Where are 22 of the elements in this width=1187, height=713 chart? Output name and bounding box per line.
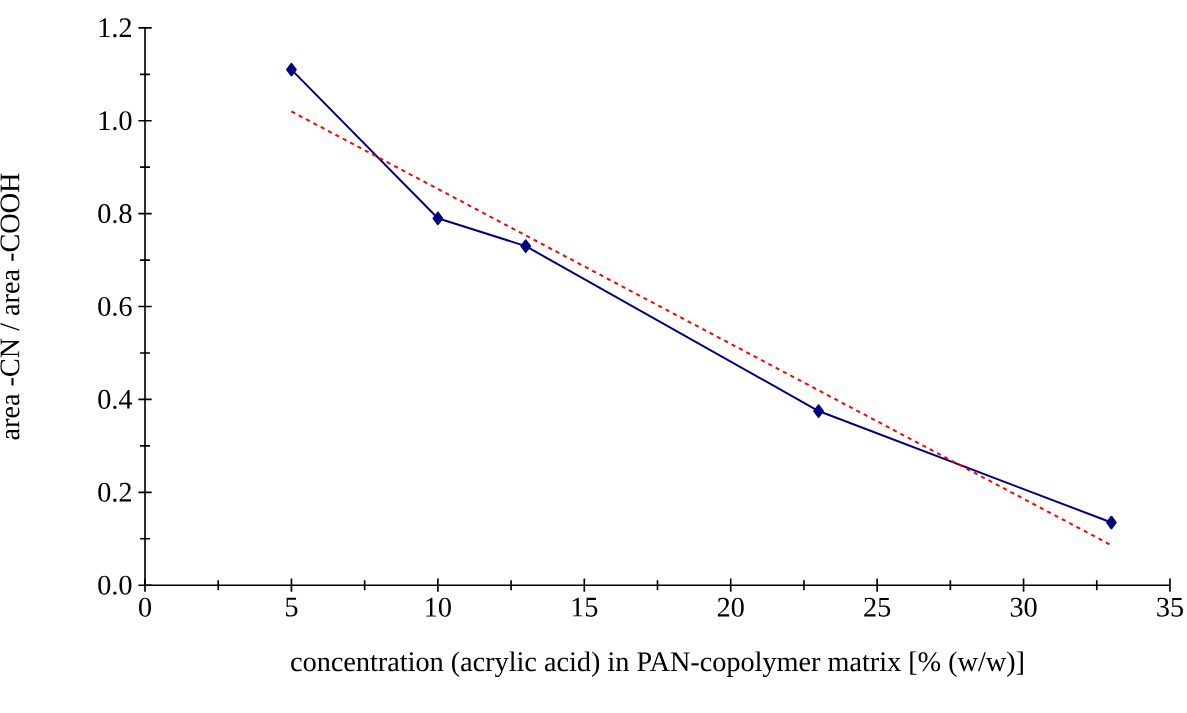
y-tick-label: 1.0: [99, 111, 132, 131]
y-tick-label: 0.8: [98, 203, 132, 224]
x-tick-label: 15: [572, 597, 598, 617]
x-tick-label: 5: [286, 597, 298, 617]
x-tick-label: 35: [1157, 597, 1184, 617]
y-axis-title: area -CN / area -COOH: [0, 173, 20, 440]
point: [432, 211, 444, 225]
y-tick-label: 0.6: [98, 296, 132, 316]
y-tick-label: 0.4: [98, 389, 133, 409]
x-tick-label: 30: [1010, 597, 1037, 617]
y-tick-label: 0.2: [98, 482, 131, 502]
x-tick-label: 20: [717, 597, 744, 617]
point: [520, 239, 532, 253]
x-tick-label: 25: [864, 597, 891, 617]
point: [1106, 515, 1117, 530]
x-tick-label: 10: [426, 597, 451, 617]
point: [813, 404, 824, 418]
y-tick-label: 1.2: [99, 18, 131, 38]
x-axis-title: concentration (acrylic acid) in PAN-copolymer matrix [% (w/w)]: [291, 651, 1023, 677]
point: [286, 62, 297, 77]
x-tick-label: 0: [139, 597, 152, 617]
y-tick-label: 0.0: [98, 575, 132, 595]
